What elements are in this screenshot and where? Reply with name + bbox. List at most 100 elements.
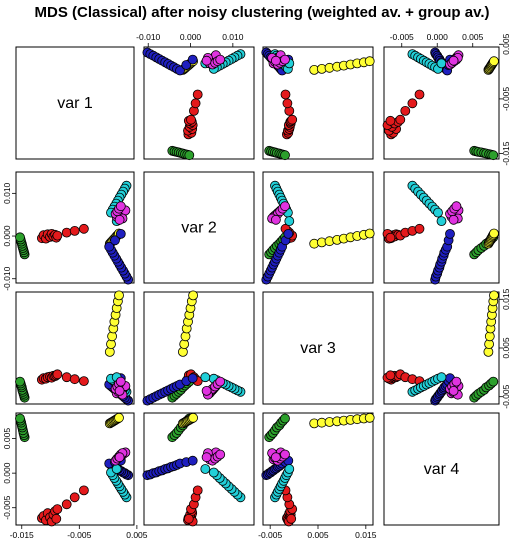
data-point-g6-p12	[114, 385, 125, 396]
data-point-g6-p10	[280, 201, 290, 212]
panel-frame	[383, 412, 500, 526]
data-point-g1-p13	[79, 376, 89, 387]
panel-r2-c3	[261, 171, 375, 285]
tick-label: 0.005	[501, 33, 511, 55]
data-point-g2-p9	[184, 150, 195, 161]
panel-r4-c1	[15, 412, 135, 527]
panel-frame	[383, 46, 500, 160]
panel-frame	[143, 412, 255, 526]
axes: -0.010 0.000 0.010 -0.005 0.000 0.005 -0.015 -0…	[2, 32, 511, 540]
data-point-g6-p10	[115, 376, 126, 387]
tick-label: 0.000	[427, 32, 449, 42]
tick-label: 0.005	[501, 337, 511, 359]
data-point-g1-p10	[52, 369, 63, 380]
tick-label: -0.005	[67, 530, 91, 540]
panel-r4-c2	[142, 412, 255, 527]
data-point-g6-p10	[280, 54, 290, 65]
data-point-g6-p12	[114, 452, 125, 463]
data-point-g6-p12	[201, 55, 212, 66]
data-point-g2-p9	[280, 413, 290, 424]
data-point-g1-p9	[286, 513, 297, 524]
data-point-g1-p10	[287, 114, 298, 125]
data-point-g1-p12	[69, 374, 80, 385]
panel-frame	[15, 46, 135, 160]
data-point-g1-p11	[400, 106, 411, 116]
data-point-g1-p12	[282, 98, 293, 109]
data-point-g6-p12	[201, 385, 212, 396]
panel-r4-c3	[261, 412, 375, 527]
data-point-g6-p10	[451, 376, 462, 387]
tick-label: -0.010	[2, 266, 12, 290]
panel-r3-c2	[142, 290, 255, 406]
panel-r3-c4	[382, 290, 500, 406]
data-point-g1-p10	[395, 114, 406, 125]
data-point-g6-p10	[280, 449, 290, 460]
tick-label: 0.005	[2, 428, 12, 450]
tick-label: -0.005	[2, 495, 12, 519]
data-point-g5-p11	[436, 372, 447, 383]
variable-label: var 2	[181, 220, 217, 237]
tick-label: 0.015	[501, 288, 511, 310]
data-point-g1-p12	[190, 98, 201, 109]
data-point-g4-p14	[187, 54, 198, 65]
panel-r1-c4	[382, 46, 500, 161]
data-point-g6-p10	[215, 376, 226, 387]
data-point-g1-p9	[183, 513, 194, 524]
data-point-g3-p9	[364, 412, 375, 423]
data-point-g5-p11	[200, 372, 211, 383]
data-point-g5-p11	[436, 216, 447, 227]
data-point-g1-p13	[79, 223, 89, 234]
data-point-g6-p10	[451, 201, 462, 212]
tick-label: 0.010	[222, 32, 244, 42]
data-point-g2-p9	[15, 413, 25, 424]
data-point-g6-p12	[114, 214, 125, 225]
data-point-g1-p10	[186, 114, 196, 125]
tick-label: -0.005	[390, 32, 414, 42]
data-point-g2-p9	[280, 150, 290, 161]
data-point-g1-p11	[61, 227, 72, 238]
tick-label: 0.005	[462, 32, 484, 42]
data-point-g1-p9	[51, 513, 62, 524]
data-point-g1-p13	[79, 485, 89, 496]
panel-r1-c1: var 1	[15, 46, 135, 160]
data-point-g4-p13	[181, 60, 192, 70]
tick-label: 0.000	[180, 32, 202, 42]
data-point-g1-p10	[52, 230, 63, 241]
data-point-g1-p9	[385, 370, 396, 381]
variable-label: var 1	[57, 95, 93, 112]
panel-frame	[143, 46, 255, 160]
data-point-g3-p9	[489, 56, 499, 67]
data-point-g2-p9	[488, 150, 499, 161]
data-point-g4-p14	[445, 228, 455, 239]
panel-r3-c3: var 3	[262, 291, 374, 405]
data-point-g5-p10	[208, 467, 219, 478]
data-point-g5-p10	[433, 207, 443, 218]
data-point-g2-p9	[15, 376, 25, 387]
data-point-g6-p10	[215, 449, 226, 460]
data-point-g1-p11	[61, 372, 72, 383]
data-point-g4-p14	[187, 455, 198, 466]
data-point-g6-p12	[270, 55, 281, 66]
variable-label: var 4	[424, 461, 460, 478]
tick-label: -0.015	[10, 530, 34, 540]
data-point-g6-p12	[270, 452, 281, 463]
data-point-g4-p12	[175, 65, 185, 76]
data-point-g5-p11	[200, 464, 211, 474]
tick-label: -0.005	[501, 87, 511, 111]
data-point-g5-p11	[284, 464, 295, 474]
panel-r4-c4: var 4	[383, 412, 500, 526]
panel-r1-c2	[142, 46, 255, 161]
data-point-g6-p10	[215, 54, 226, 65]
data-point-g5-p11	[436, 58, 447, 69]
tick-label: 0.015	[355, 530, 377, 540]
data-point-g3-p9	[364, 56, 375, 67]
data-point-g3-p9	[364, 228, 375, 239]
data-point-g5-p11	[111, 464, 122, 474]
data-point-g5-p11	[284, 216, 295, 227]
data-point-g6-p12	[270, 214, 281, 225]
data-point-g6-p10	[115, 201, 126, 212]
tick-label: 0.005	[126, 530, 148, 540]
data-point-g4-p14	[283, 228, 294, 239]
panel-r2-c2: var 2	[143, 171, 255, 284]
